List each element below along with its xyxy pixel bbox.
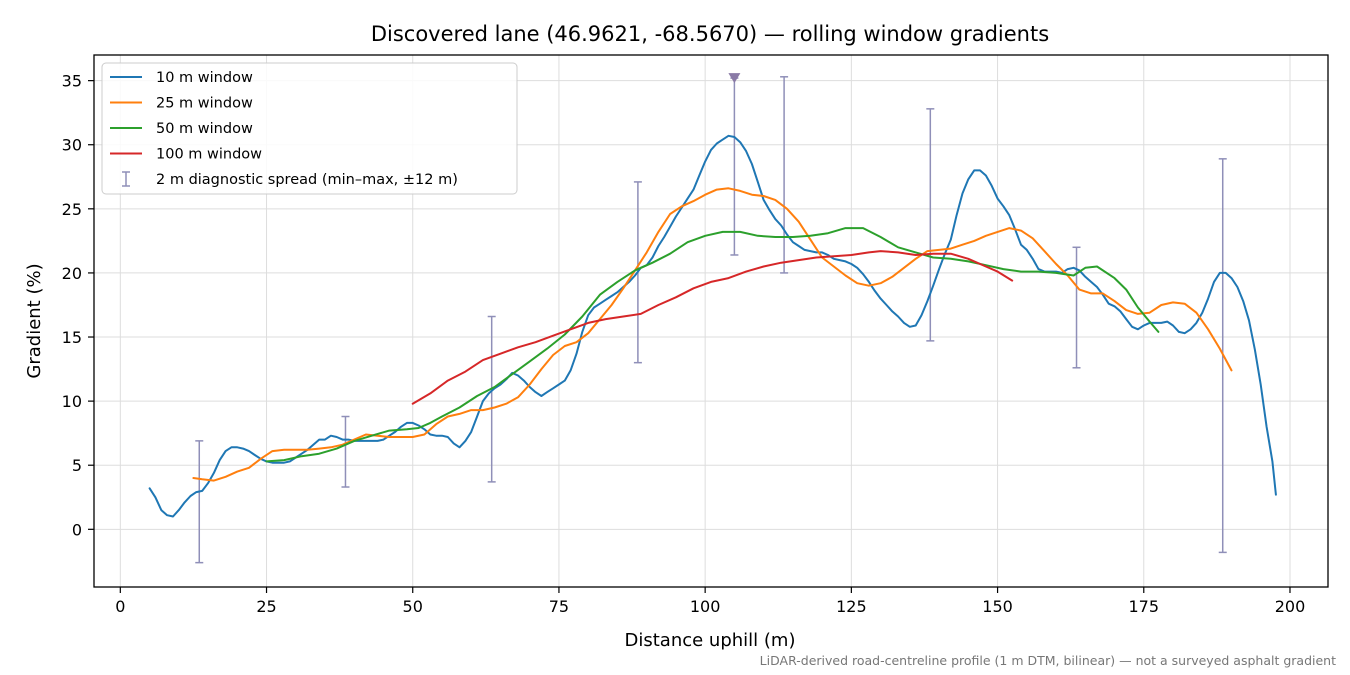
x-tick-label: 125 — [836, 597, 867, 616]
y-tick-label: 30 — [62, 136, 82, 155]
errorbar — [780, 76, 789, 274]
peak-marker — [728, 73, 741, 84]
y-tick-label: 10 — [62, 392, 82, 411]
chart-title: Discovered lane (46.9621, -68.5670) — ro… — [371, 22, 1049, 46]
x-tick-label: 50 — [403, 597, 423, 616]
legend-item: 25 m window — [110, 96, 253, 112]
axis-ticks: 0 25 50 75 100 125 150 175 200 0 5 10 15 20 25 30 35 — [62, 72, 1306, 616]
series-line — [411, 250, 1014, 405]
x-tick-label: 175 — [1129, 597, 1160, 616]
y-tick-label: 0 — [72, 520, 82, 539]
errorbar — [487, 315, 496, 483]
errorbar — [1072, 246, 1081, 369]
legend-label: 25 m window — [156, 96, 253, 112]
series-layer — [148, 73, 1277, 564]
errorbar — [195, 440, 204, 564]
x-tick-label: 75 — [549, 597, 569, 616]
legend-label: 50 m window — [156, 121, 253, 137]
legend-label: 10 m window — [156, 70, 253, 86]
x-tick-label: 0 — [115, 597, 125, 616]
y-tick-label: 35 — [62, 72, 82, 91]
series-line — [265, 227, 1160, 463]
legend: 10 m window 25 m window 50 m window 100 m w… — [101, 62, 518, 195]
x-tick-label: 25 — [256, 597, 276, 616]
legend-item: 10 m window — [110, 70, 253, 86]
y-tick-label: 5 — [72, 456, 82, 475]
legend-item: 2 m diagnostic spread (min–max, ±12 m) — [122, 171, 458, 188]
y-tick-label: 15 — [62, 328, 82, 347]
legend-label: 2 m diagnostic spread (min–max, ±12 m) — [156, 172, 458, 188]
plot-frame — [93, 54, 1329, 588]
errorbar — [341, 415, 350, 488]
series-line — [192, 187, 1233, 482]
y-axis-label: Gradient (%) — [24, 263, 45, 378]
errorbar — [730, 77, 739, 256]
x-axis-label: Distance uphill (m) — [625, 630, 796, 651]
legend-label: 100 m window — [156, 147, 262, 163]
x-tick-label: 100 — [690, 597, 721, 616]
x-tick-label: 200 — [1275, 597, 1306, 616]
legend-item: 100 m window — [110, 147, 262, 163]
legend-item: 50 m window — [110, 121, 253, 137]
x-tick-label: 150 — [982, 597, 1013, 616]
y-tick-label: 25 — [62, 200, 82, 219]
legend-box — [101, 62, 518, 195]
grid — [94, 55, 1328, 587]
footnote: LiDAR-derived road-centreline profile (1… — [760, 653, 1336, 668]
errorbar — [926, 108, 935, 342]
series-line — [148, 134, 1277, 518]
y-tick-label: 20 — [62, 264, 82, 283]
